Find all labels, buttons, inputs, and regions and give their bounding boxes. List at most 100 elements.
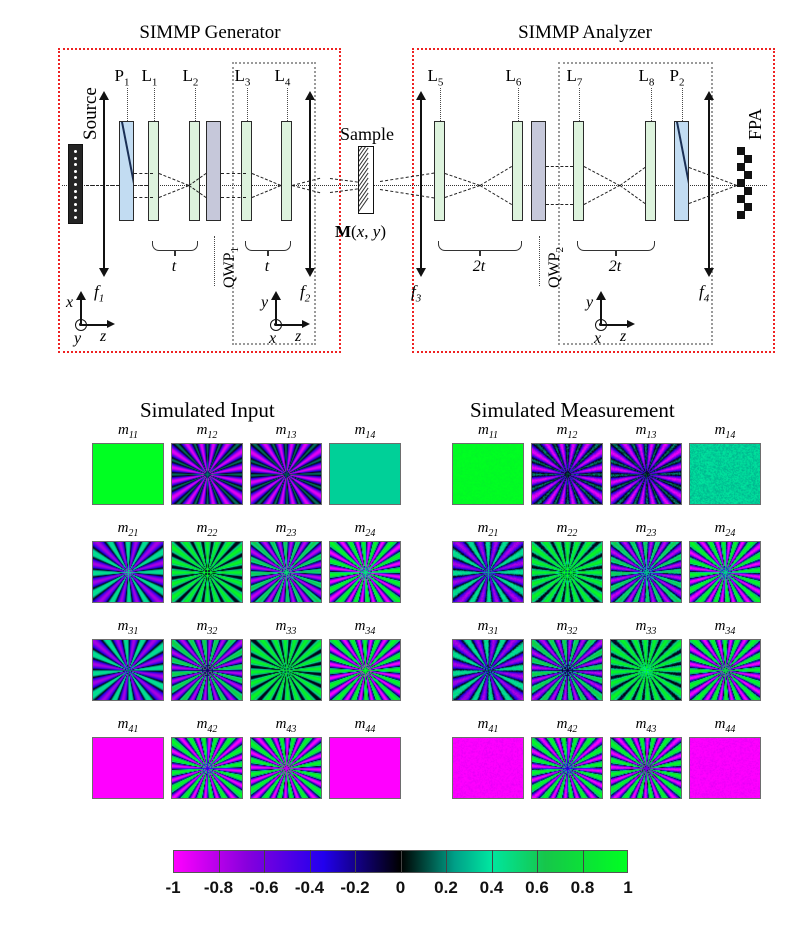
- focal-arrow-down-1: [99, 268, 109, 277]
- lead-line-l6: [518, 88, 519, 121]
- mueller-cell-image-m14: [329, 443, 401, 505]
- mueller-canvas: [453, 738, 523, 798]
- lead-line-qwp2: [539, 236, 540, 286]
- sample-matrix-label: M(x, y): [335, 222, 386, 242]
- mueller-cell-label-m42: m42: [531, 716, 603, 735]
- colorbar-tick: [583, 850, 584, 873]
- mueller-cell-label-m22: m22: [171, 520, 243, 539]
- coord-axis-out-dot-center: [79, 323, 82, 326]
- source-emitter-dot: [74, 209, 77, 212]
- mueller-canvas: [453, 640, 523, 700]
- coord-axis-label-up-2: y: [261, 294, 268, 312]
- mueller-cell-image-m42: [171, 737, 243, 799]
- mueller-canvas: [532, 542, 602, 602]
- thickness-label-4: 2t: [605, 258, 625, 276]
- lead-line-l5: [440, 88, 441, 121]
- mueller-cell-label-m42: m42: [171, 716, 243, 735]
- coord-axis-label-out-3: x: [594, 330, 601, 348]
- mueller-canvas: [172, 738, 242, 798]
- lead-line-l3: [247, 88, 248, 121]
- colorbar-tick-label-0: 0: [375, 878, 427, 898]
- mueller-cell-label-m41: m41: [452, 716, 524, 735]
- thickness-label-2: t: [257, 258, 277, 276]
- element-label-l2: L2: [183, 66, 199, 88]
- mueller-canvas: [251, 444, 321, 504]
- focal-arrow-up-4: [704, 91, 714, 100]
- l4-optical-element: [281, 121, 292, 221]
- optical-axis: [62, 185, 767, 186]
- coord-axis-label-out-2: x: [269, 330, 276, 348]
- source-emitter-dot: [74, 190, 77, 193]
- polarizer-axis-line: [121, 122, 134, 221]
- element-label-l1: L1: [142, 66, 158, 88]
- focal-arrow-down-2: [305, 268, 315, 277]
- colorbar-tick: [446, 850, 447, 873]
- mueller-cell-label-m14: m14: [689, 422, 761, 441]
- mueller-cell-label-m34: m34: [329, 618, 401, 637]
- sample-label: Sample: [340, 124, 394, 145]
- mueller-cell-label-m23: m23: [610, 520, 682, 539]
- mueller-cell-image-m33: [610, 639, 682, 701]
- mueller-cell-image-m44: [329, 737, 401, 799]
- mueller-cell-label-m22: m22: [531, 520, 603, 539]
- ray-axial-p1: [134, 185, 148, 186]
- analyzer-panel-title: SIMMP Analyzer: [470, 22, 700, 44]
- lead-line-p2: [682, 88, 683, 121]
- mueller-cell-label-m32: m32: [171, 618, 243, 637]
- mueller-canvas: [690, 444, 760, 504]
- colorbar-tick-label-neg0p2: -0.2: [329, 878, 381, 898]
- source-emitter-dot: [74, 157, 77, 160]
- mueller-cell-image-m13: [610, 443, 682, 505]
- mueller-cell-label-m23: m23: [250, 520, 322, 539]
- colorbar-tick: [492, 850, 493, 873]
- coord-axis-arrow-up-1: [76, 291, 86, 300]
- mueller-cell-label-m34: m34: [689, 618, 761, 637]
- mueller-canvas: [330, 444, 400, 504]
- mueller-canvas: [93, 444, 163, 504]
- lead-line-qwp1: [214, 236, 215, 286]
- coord-axis-label-up-1: x: [66, 294, 73, 312]
- colorbar-tick-label-1: 1: [602, 878, 654, 898]
- coord-axis-out-dot-center: [599, 323, 602, 326]
- focal-axis-line-4: [708, 98, 710, 270]
- focal-label-f1: f1: [94, 282, 104, 304]
- coord-axis-label-right-2: z: [295, 328, 301, 346]
- mueller-canvas: [611, 738, 681, 798]
- mueller-canvas: [172, 444, 242, 504]
- mueller-cell-label-m13: m13: [610, 422, 682, 441]
- mueller-cell-label-m44: m44: [689, 716, 761, 735]
- mueller-cell-image-m33: [250, 639, 322, 701]
- colorbar-tick: [401, 850, 402, 873]
- mueller-cell-image-m21: [452, 541, 524, 603]
- mueller-canvas: [611, 542, 681, 602]
- mueller-cell-label-m21: m21: [452, 520, 524, 539]
- mueller-cell-image-m32: [531, 639, 603, 701]
- lead-line-l8: [651, 88, 652, 121]
- mueller-cell-image-m12: [171, 443, 243, 505]
- fpa-detector-cell: [737, 195, 745, 203]
- mueller-canvas: [330, 640, 400, 700]
- focal-arrow-down-3: [416, 268, 426, 277]
- colorbar-tick-label-0p8: 0.8: [557, 878, 609, 898]
- mueller-cell-image-m11: [92, 443, 164, 505]
- lead-line-l2: [195, 88, 196, 121]
- mueller-cell-image-m13: [250, 443, 322, 505]
- mueller-cell-label-m31: m31: [452, 618, 524, 637]
- mueller-cell-image-m31: [452, 639, 524, 701]
- mueller-cell-image-m44: [689, 737, 761, 799]
- coord-axis-out-dot-center: [274, 323, 277, 326]
- optical-setup-diagram: SIMMP Generator SIMMP Analyzer Source P1 L…: [0, 0, 800, 370]
- l8-optical-element: [645, 121, 656, 221]
- mueller-cell-label-m33: m33: [250, 618, 322, 637]
- mueller-cell-label-m14: m14: [329, 422, 401, 441]
- focal-label-f3: f3: [411, 282, 421, 304]
- mueller-cell-image-m32: [171, 639, 243, 701]
- lead-line-l1: [154, 88, 155, 121]
- coord-axis-arrow-right-3: [627, 320, 635, 328]
- mueller-canvas: [611, 444, 681, 504]
- thickness-label-3: 2t: [469, 258, 489, 276]
- mueller-cell-label-m11: m11: [92, 422, 164, 441]
- mueller-cell-label-m21: m21: [92, 520, 164, 539]
- mueller-cell-image-m22: [171, 541, 243, 603]
- fpa-detector-cell: [744, 203, 752, 211]
